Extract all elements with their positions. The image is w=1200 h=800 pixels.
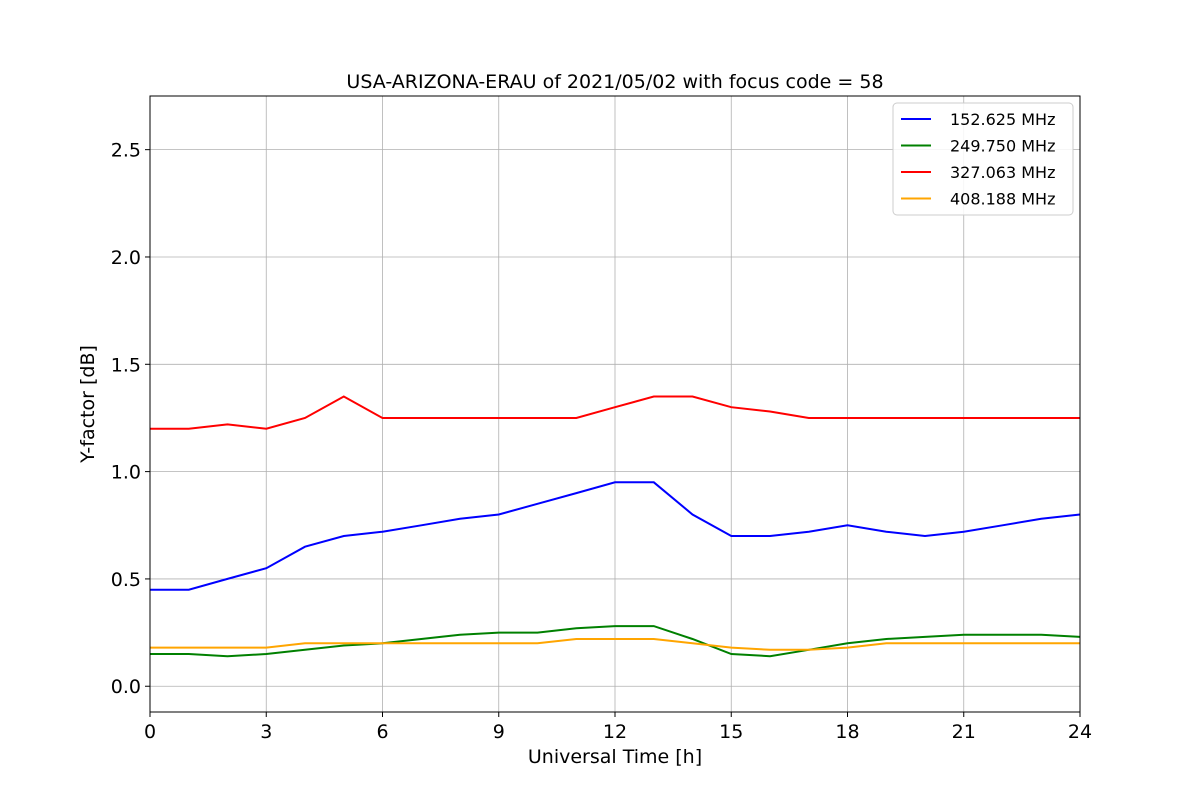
legend-label-3: 408.188 MHz [950,190,1055,209]
y-tick-label: 1.5 [111,354,141,376]
y-axis: 0.0 0.5 1.0 1.5 2.0 2.5 [111,140,150,698]
y-tick-label: 0.0 [111,676,141,698]
y-tick-label: 2.0 [111,247,141,269]
x-tick-label: 21 [952,721,976,743]
series-line-1 [150,625,1081,658]
legend-box [892,102,1074,216]
chart-title: USA-ARIZONA-ERAU of 2021/05/02 with focu… [346,71,883,93]
legend-label-2: 327.063 MHz [950,163,1055,182]
series-line-2 [150,395,1080,430]
y-tick-label: 2.5 [111,140,141,162]
x-tick-label: 15 [719,721,743,743]
series-line-0 [150,481,1081,591]
x-tick-label: 3 [260,721,272,743]
x-tick-label: 24 [1068,721,1092,743]
y-tick-label: 0.5 [111,569,141,591]
y-tick-label: 1.0 [111,462,141,484]
series-line-3 [150,638,1080,651]
series-layer [150,395,1081,658]
x-tick-label: 6 [376,721,388,743]
x-tick-label: 9 [493,721,505,743]
legend-label-0: 152.625 MHz [950,110,1055,129]
x-axis-label: Universal Time [h] [528,746,702,768]
legend: 152.625 MHz 249.750 MHz 327.063 MHz 408.188… [892,102,1074,216]
x-tick-label: 18 [835,721,859,743]
x-tick-label: 0 [144,721,156,743]
y-axis-label: Y-factor [dB] [77,345,99,464]
legend-label-1: 249.750 MHz [950,137,1055,156]
grid [149,96,1081,712]
x-axis: 0 3 6 9 12 15 18 21 24 [144,712,1092,743]
x-tick-label: 12 [603,721,627,743]
